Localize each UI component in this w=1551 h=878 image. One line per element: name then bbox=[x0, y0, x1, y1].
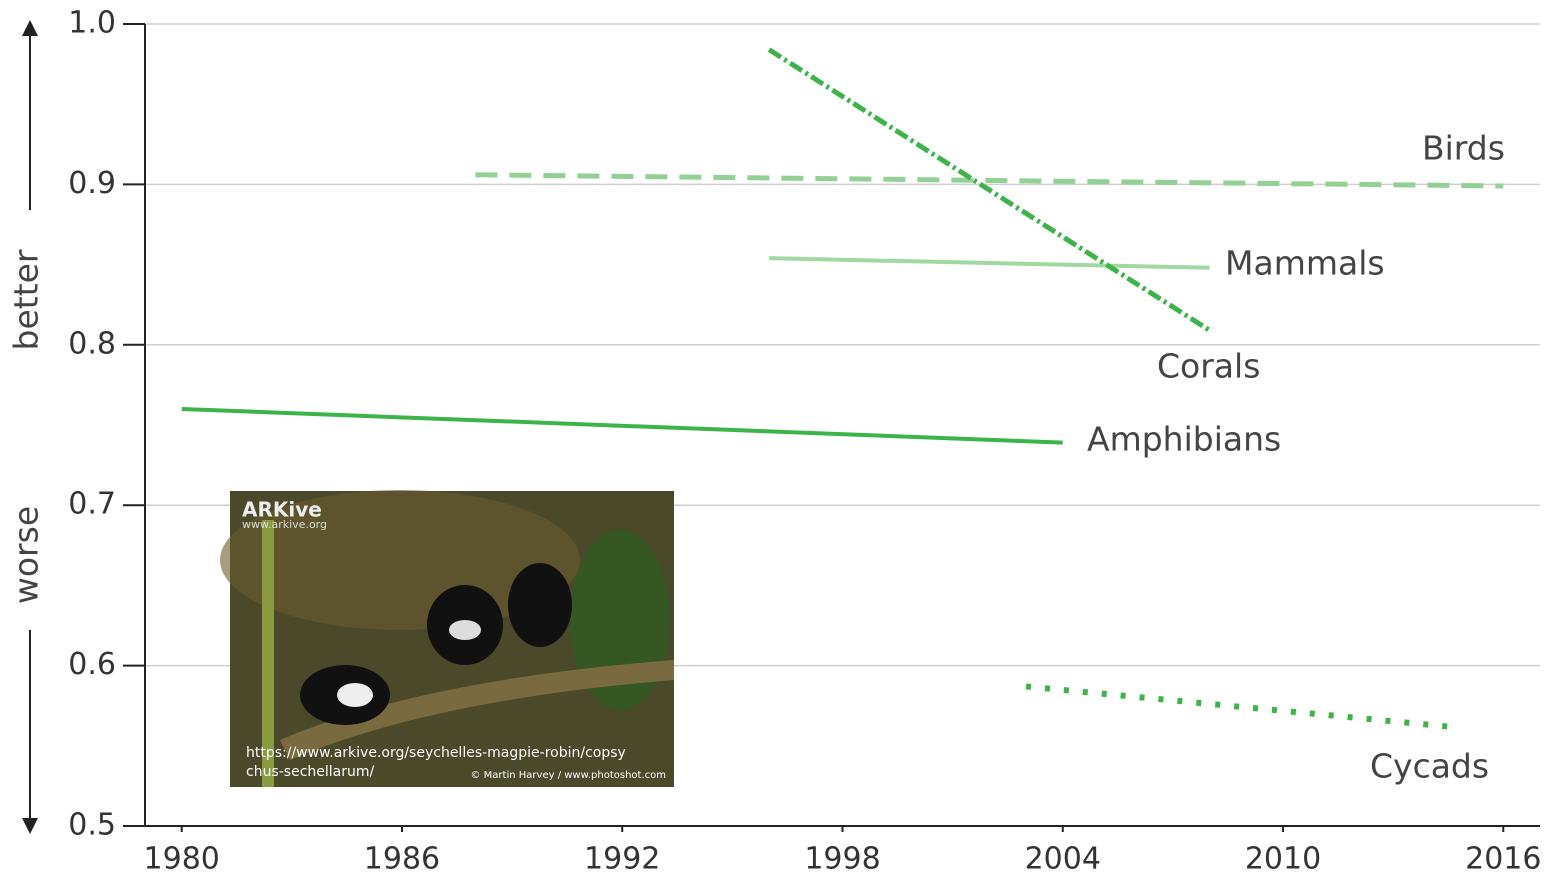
x-tick-label: 1980 bbox=[144, 842, 220, 877]
x-tick-label: 1998 bbox=[804, 842, 880, 877]
inset-brand: ARKive bbox=[242, 498, 322, 522]
better-label: better bbox=[7, 249, 46, 350]
series-line bbox=[1025, 683, 1449, 730]
y-tick-label: 0.7 bbox=[68, 487, 116, 522]
inset-credit: © Martin Harvey / www.photoshot.com bbox=[471, 770, 667, 781]
series-line bbox=[767, 47, 1211, 333]
series-label: Amphibians bbox=[1087, 420, 1281, 459]
y-tick-label: 0.8 bbox=[68, 326, 116, 361]
inset-url: https://www.arkive.org/seychelles-magpie… bbox=[246, 745, 626, 761]
inset-site: www.arkive.org bbox=[242, 518, 327, 531]
x-tick-label: 1986 bbox=[364, 842, 440, 877]
y-tick-label: 1.0 bbox=[68, 6, 116, 41]
photo-bird-patch bbox=[337, 683, 373, 707]
y-tick-label: 0.5 bbox=[68, 808, 116, 843]
photo-bird-patch bbox=[449, 620, 481, 640]
y-tick-label: 0.6 bbox=[68, 647, 116, 682]
x-tick-label: 2016 bbox=[1465, 842, 1541, 877]
series-label: Mammals bbox=[1225, 244, 1385, 283]
worse-label: worse bbox=[7, 506, 46, 604]
x-tick-label: 1992 bbox=[584, 842, 660, 877]
y-tick-label: 0.9 bbox=[68, 166, 116, 201]
series-line bbox=[769, 256, 1210, 270]
x-tick-label: 2010 bbox=[1245, 842, 1321, 877]
series-line bbox=[181, 406, 1063, 445]
photo-bird bbox=[508, 563, 572, 647]
series-label: Corals bbox=[1157, 347, 1260, 386]
photo-stem bbox=[262, 520, 274, 787]
photo-inset: ARKive www.arkive.org https://www.arkive… bbox=[220, 490, 674, 787]
series-line bbox=[475, 172, 1504, 189]
photo-branch bbox=[280, 660, 674, 760]
series-label: Birds bbox=[1422, 129, 1505, 168]
inset-url: chus-sechellarum/ bbox=[246, 764, 375, 780]
x-tick-label: 2004 bbox=[1025, 842, 1101, 877]
series-label: Cycads bbox=[1370, 747, 1489, 786]
